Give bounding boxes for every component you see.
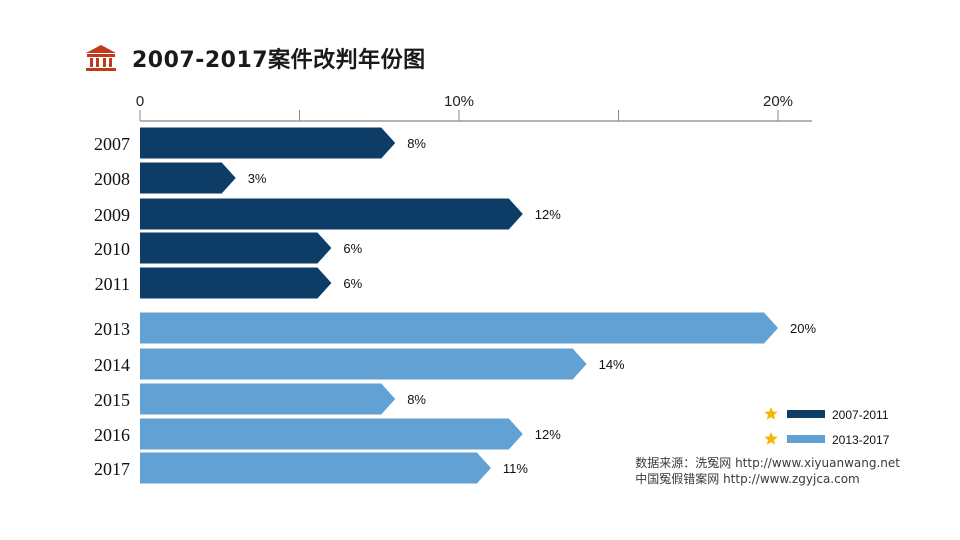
source-line-2: 中国冤假错案网 http://www.zgyjca.com xyxy=(635,472,860,486)
x-tick-label: 0 xyxy=(136,93,144,110)
bar xyxy=(140,418,523,450)
bar-value-label: 14% xyxy=(599,357,625,372)
bar-value-label: 20% xyxy=(790,321,816,336)
category-label: 2010 xyxy=(94,239,130,259)
category-label: 2009 xyxy=(94,205,130,225)
bar-value-label: 8% xyxy=(407,136,426,151)
chart-header: 2007-2017案件改判年份图 xyxy=(84,38,426,78)
source-line-1: 数据来源：洗冤网 http://www.xiyuanwang.net xyxy=(635,456,900,470)
bar-value-label: 6% xyxy=(343,276,362,291)
bar xyxy=(140,267,332,299)
bar-value-label: 8% xyxy=(407,392,426,407)
bar-value-label: 11% xyxy=(503,461,528,476)
category-label: 2013 xyxy=(94,319,130,339)
category-label: 2011 xyxy=(95,274,130,294)
x-tick-label: 20% xyxy=(763,93,793,110)
category-label: 2008 xyxy=(94,169,130,189)
bar-value-label: 12% xyxy=(535,207,561,222)
bar-value-label: 3% xyxy=(248,171,267,186)
category-label: 2016 xyxy=(94,425,130,445)
bar xyxy=(140,232,332,264)
data-source: 数据来源：洗冤网 http://www.xiyuanwang.net 中国冤假错… xyxy=(635,455,900,487)
bar xyxy=(140,198,523,230)
bar xyxy=(140,452,491,484)
star-icon xyxy=(764,407,778,420)
legend-swatch xyxy=(787,410,825,418)
star-icon xyxy=(764,432,778,445)
category-label: 2007 xyxy=(94,134,130,154)
bar xyxy=(140,162,236,194)
bar xyxy=(140,348,587,380)
bar xyxy=(140,312,778,344)
bar-value-label: 12% xyxy=(535,427,561,442)
bar-value-label: 6% xyxy=(343,241,362,256)
courthouse-icon xyxy=(86,45,116,71)
category-label: 2015 xyxy=(94,390,130,410)
legend-swatch xyxy=(787,435,825,443)
chart-title: 2007-2017案件改判年份图 xyxy=(132,48,426,73)
legend-label: 2007-2011 xyxy=(832,408,889,422)
bar xyxy=(140,127,396,159)
legend-label: 2013-2017 xyxy=(832,433,890,447)
category-label: 2014 xyxy=(94,355,130,375)
category-label: 2017 xyxy=(94,459,130,479)
bar xyxy=(140,383,396,415)
x-tick-label: 10% xyxy=(444,93,474,110)
